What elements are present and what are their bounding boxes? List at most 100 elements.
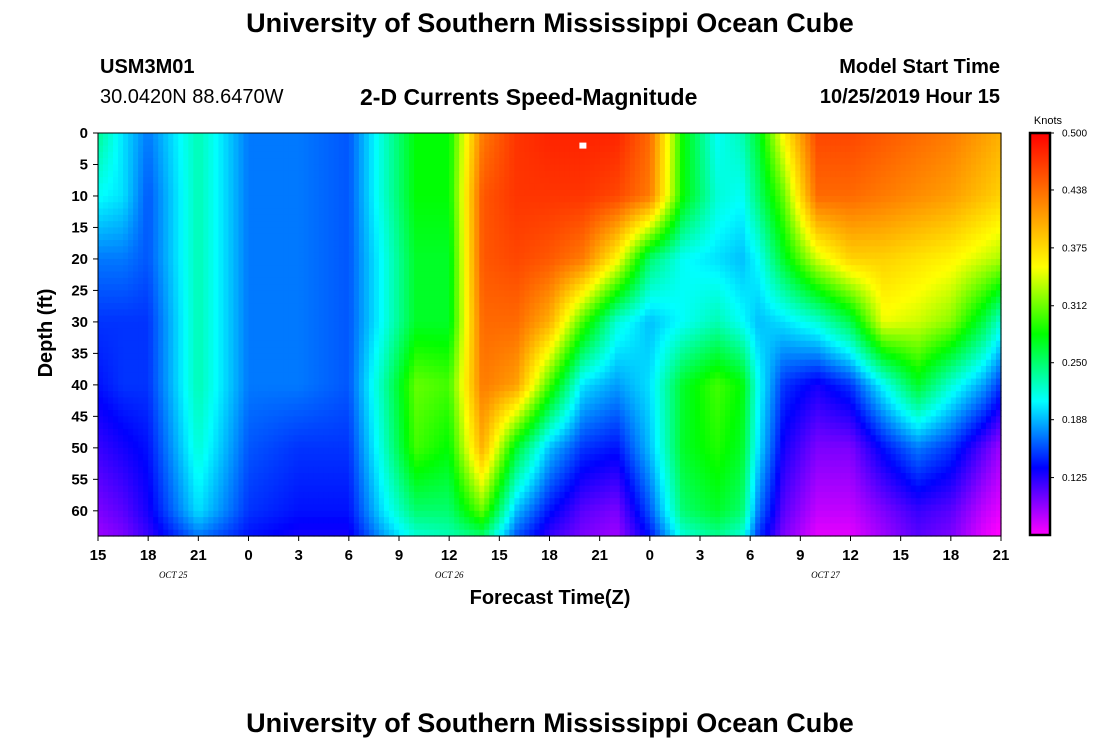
heatmap-cell — [594, 195, 601, 203]
heatmap-cell — [333, 164, 340, 172]
heatmap-cell — [328, 227, 335, 235]
heatmap-cell — [193, 177, 199, 184]
heatmap-cell — [559, 208, 566, 216]
heatmap-cell — [910, 227, 917, 235]
heatmap-cell — [288, 151, 295, 159]
heatmap-cell — [669, 177, 676, 184]
heatmap-cell — [935, 290, 942, 298]
heatmap-cell — [449, 214, 455, 222]
heatmap-cell — [574, 208, 581, 216]
heatmap-cell — [980, 133, 987, 140]
heatmap-cell — [203, 158, 209, 166]
heatmap-cell — [810, 240, 816, 247]
heatmap-cell — [218, 252, 225, 260]
heatmap-cell — [674, 177, 681, 184]
heatmap-cell — [579, 296, 586, 304]
heatmap-cell — [805, 208, 811, 216]
heatmap-cell — [599, 227, 606, 235]
heatmap-cell — [750, 139, 756, 147]
heatmap-cell — [725, 183, 731, 191]
heatmap-cell — [760, 202, 766, 210]
heatmap-cell — [850, 133, 857, 140]
heatmap-cell — [238, 164, 245, 172]
heatmap-cell — [198, 214, 204, 222]
heatmap-cell — [745, 271, 751, 279]
heatmap-cell — [845, 208, 852, 216]
heatmap-cell — [760, 252, 766, 260]
heatmap-cell — [905, 214, 912, 222]
heatmap-cell — [740, 139, 746, 147]
heatmap-cell — [689, 164, 696, 172]
heatmap-cell — [880, 277, 887, 285]
heatmap-cell — [980, 139, 987, 147]
heatmap-cell — [393, 252, 400, 260]
heatmap-cell — [975, 227, 982, 235]
heatmap-cell — [895, 189, 902, 197]
heatmap-cell — [198, 183, 204, 191]
heatmap-cell — [509, 177, 515, 184]
heatmap-cell — [188, 258, 194, 266]
heatmap-cell — [855, 158, 862, 166]
heatmap-cell — [710, 158, 716, 166]
heatmap-cell — [273, 202, 280, 210]
heatmap-cell — [444, 284, 450, 292]
heatmap-cell — [469, 158, 475, 166]
heatmap-cell — [519, 183, 526, 191]
heatmap-cell — [639, 252, 646, 260]
heatmap-cell — [424, 258, 430, 266]
heatmap-cell — [624, 265, 631, 273]
heatmap-cell — [664, 233, 671, 241]
heatmap-cell — [649, 170, 656, 178]
heatmap-cell — [494, 164, 500, 172]
heatmap-cell — [905, 290, 912, 298]
heatmap-cell — [313, 290, 320, 298]
heatmap-cell — [529, 265, 536, 273]
heatmap-cell — [168, 145, 174, 153]
heatmap-cell — [198, 208, 204, 216]
heatmap-cell — [584, 158, 591, 166]
heatmap-cell — [469, 177, 475, 184]
heatmap-cell — [113, 221, 119, 229]
heatmap-cell — [569, 139, 576, 147]
heatmap-cell — [700, 183, 706, 191]
heatmap-cell — [965, 139, 972, 147]
heatmap-cell — [409, 195, 415, 203]
heatmap-cell — [780, 208, 786, 216]
heatmap-cell — [885, 265, 892, 273]
heatmap-cell — [634, 233, 641, 241]
heatmap-cell — [845, 227, 852, 235]
heatmap-cell — [414, 303, 420, 310]
heatmap-cell — [158, 158, 164, 166]
heatmap-cell — [318, 177, 325, 184]
heatmap-cell — [950, 271, 957, 279]
heatmap-cell — [574, 258, 581, 266]
heatmap-cell — [519, 202, 526, 210]
heatmap-cell — [720, 240, 726, 247]
heatmap-cell — [614, 233, 621, 241]
heatmap-cell — [273, 246, 280, 254]
heatmap-cell — [860, 177, 867, 184]
heatmap-cell — [730, 158, 736, 166]
heatmap-cell — [850, 158, 857, 166]
heatmap-cell — [108, 183, 114, 191]
heatmap-cell — [98, 296, 104, 304]
heatmap-cell — [148, 170, 154, 178]
heatmap-cell — [639, 183, 646, 191]
heatmap-cell — [108, 202, 114, 210]
heatmap-cell — [263, 277, 270, 285]
heatmap-cell — [373, 252, 380, 260]
heatmap-cell — [233, 183, 240, 191]
heatmap-cell — [629, 277, 636, 285]
heatmap-cell — [604, 296, 611, 304]
heatmap-cell — [138, 221, 144, 229]
heatmap-cell — [694, 214, 701, 222]
heatmap-cell — [830, 202, 837, 210]
heatmap-cell — [399, 303, 405, 310]
heatmap-cell — [985, 258, 992, 266]
heatmap-cell — [363, 227, 370, 235]
heatmap-cell — [960, 151, 967, 159]
heatmap-cell — [594, 214, 601, 222]
heatmap-cell — [780, 139, 786, 147]
heatmap-cell — [720, 290, 726, 298]
heatmap-cell — [198, 296, 204, 304]
